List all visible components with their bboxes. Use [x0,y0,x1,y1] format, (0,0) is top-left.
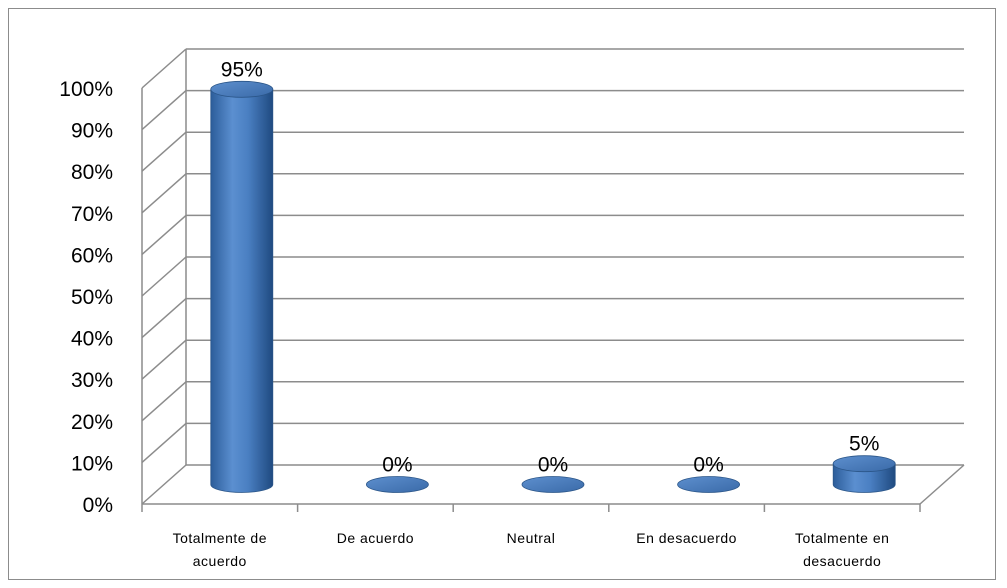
x-tick-label-line: acuerdo [193,553,247,569]
data-label: 0% [382,454,412,477]
y-axis-ticks: 0% 10% 20% 30% 40% 50% 60% 70% 80% 90% 100% [59,78,113,517]
side-wall-line [141,173,187,214]
side-wall-line [141,256,187,297]
x-axis-ticks: Totalmente de acuerdo De acuerdo Neutral En … [173,530,889,569]
side-wall-line [141,90,187,131]
bar-top [832,455,896,473]
y-tick-label: 40% [71,328,113,351]
data-label: 95% [221,58,263,81]
side-wall-line [141,48,187,89]
bar-top [677,476,740,493]
side-wall-line [141,214,187,255]
bar [521,476,585,493]
data-label: 5% [849,433,879,456]
side-wall-line [141,381,187,422]
x-tick-label-line: desacuerdo [803,553,881,569]
x-tick-label-line: Neutral [507,530,556,546]
bar-body [210,88,274,493]
x-tick-label-line: Totalmente en [795,530,889,546]
bar [365,476,429,493]
y-tick-label: 30% [71,369,113,392]
y-tick-label: 70% [71,203,113,226]
y-tick-label: 20% [71,411,113,434]
x-tick-label: En desacuerdo [636,530,737,546]
x-tick-label-line: Totalmente de [173,530,267,546]
y-tick-label: 100% [59,78,113,101]
x-tick-label: Totalmente en desacuerdo [795,530,889,569]
x-tick-label: Neutral [507,530,556,546]
y-tick-label: 80% [71,161,113,184]
bar-chart: 0%10%20%30%40%50%60%70%80%90%100% 95%0% 0… [59,48,965,569]
x-tick-label-line: De acuerdo [337,530,414,546]
x-tick-label: De acuerdo [337,530,414,546]
y-tick-label: 50% [71,286,113,309]
side-wall-line [141,298,187,339]
data-label: 0% [693,454,723,477]
bar [677,476,740,493]
y-tick-label: 10% [71,452,113,475]
y-tick-label: 90% [71,120,113,143]
y-tick-label: 0% [83,494,113,517]
bar-top [521,476,585,493]
bars [210,80,896,493]
side-wall-line [141,131,187,172]
gridlines [141,48,964,505]
y-tick-label: 60% [71,244,113,267]
x-tick-label: Totalmente de acuerdo [173,530,267,569]
bar-top [365,476,429,493]
data-labels: 95% 0% 0% 0% 5% [221,58,880,476]
chart-frame: 0% 10% 20% 30% 40% 50% 60% 70% 80% 90% 100% 95% 0% 0… [8,8,996,580]
side-wall-line [141,339,187,380]
side-wall-line [141,464,187,505]
data-label: 0% [538,454,568,477]
bar [832,455,896,493]
side-wall-line [141,422,187,463]
x-tick-label-line: En desacuerdo [636,530,737,546]
bar-top [210,80,274,98]
bar [210,80,274,493]
floor-right-edge [919,464,965,505]
